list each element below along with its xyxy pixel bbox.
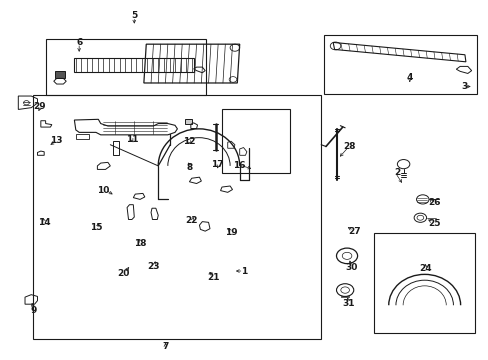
Text: 2: 2: [394, 168, 400, 177]
Text: 3: 3: [461, 82, 467, 91]
Text: 13: 13: [50, 136, 63, 145]
Text: 15: 15: [89, 223, 102, 232]
Text: 17: 17: [210, 159, 223, 168]
Bar: [74, 58, 194, 72]
Polygon shape: [184, 119, 191, 124]
Polygon shape: [55, 71, 64, 78]
Text: 14: 14: [38, 218, 50, 227]
Text: 21: 21: [207, 273, 219, 282]
Bar: [222, 109, 289, 173]
Text: 22: 22: [185, 216, 198, 225]
Text: 4: 4: [406, 73, 412, 82]
Text: 29: 29: [33, 102, 45, 111]
Text: 12: 12: [183, 137, 195, 146]
Text: 18: 18: [134, 239, 146, 248]
Text: 20: 20: [117, 269, 130, 278]
Text: 23: 23: [147, 262, 160, 271]
Text: 27: 27: [347, 227, 360, 236]
Text: 25: 25: [427, 219, 440, 228]
Text: 6: 6: [76, 38, 82, 47]
Text: 7: 7: [162, 342, 168, 351]
Text: 28: 28: [343, 142, 355, 151]
Text: 8: 8: [186, 163, 192, 172]
Text: 16: 16: [233, 161, 245, 170]
Text: 9: 9: [30, 306, 37, 315]
Text: 26: 26: [427, 198, 440, 207]
Text: 1: 1: [241, 267, 247, 276]
Text: 5: 5: [131, 12, 137, 21]
Text: 19: 19: [224, 229, 237, 238]
Bar: [323, 35, 476, 94]
Text: 24: 24: [419, 264, 431, 273]
Text: 10: 10: [97, 186, 109, 195]
Text: 30: 30: [345, 263, 357, 272]
Bar: [45, 39, 206, 95]
Text: 31: 31: [342, 299, 354, 308]
Text: 11: 11: [125, 135, 138, 144]
Bar: [33, 95, 321, 339]
Bar: [373, 233, 474, 333]
